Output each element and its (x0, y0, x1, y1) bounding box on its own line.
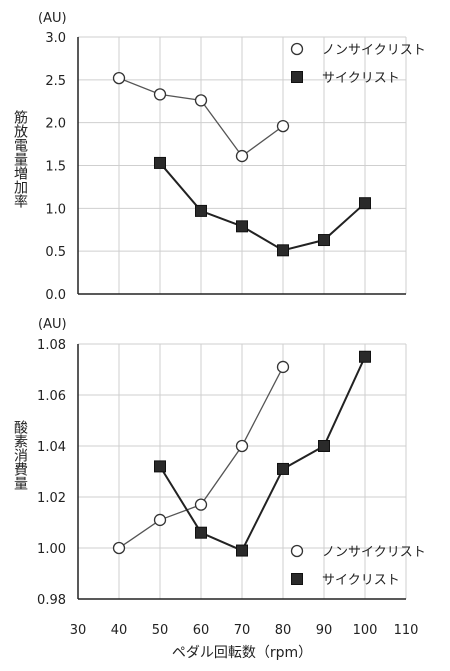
y-tick-label: 0.0 (45, 288, 66, 303)
data-point-cyclist (236, 544, 248, 557)
y-tick-label: 1.5 (45, 160, 66, 175)
data-point-noncyclist (276, 360, 290, 374)
data-point-noncyclist (112, 541, 126, 555)
data-point-noncyclist (153, 88, 167, 101)
x-tick-label: 50 (152, 623, 169, 638)
x-tick-label: 100 (353, 623, 378, 638)
x-tick-label: 70 (234, 623, 251, 638)
data-point-cyclist (236, 220, 248, 233)
legend-label: ノンサイクリスト (322, 545, 426, 560)
y-tick-label: 2.5 (45, 74, 66, 89)
legend-label: サイクリスト (322, 71, 400, 86)
y-tick-label: 1.00 (37, 542, 66, 557)
data-point-noncyclist (235, 149, 249, 163)
y-tick-label: 1.0 (45, 202, 66, 217)
y-tick-label: 3.0 (45, 31, 66, 46)
x-tick-label: 90 (316, 623, 333, 638)
data-point-cyclist (277, 244, 289, 257)
y-unit-bottom: (AU) (38, 317, 67, 332)
x-axis-label: ペダル回転数（rpm） (172, 645, 312, 661)
data-point-cyclist (195, 204, 207, 217)
y-axis-label-top: 筋放電量増加率 (12, 109, 28, 208)
data-point-cyclist (154, 156, 166, 169)
x-tick-label: 60 (193, 623, 210, 638)
data-point-cyclist (359, 350, 371, 363)
muscle-activation-chart: (AU) 筋放電量増加率 3.0 2.5 2.0 1.5 1.0 0.5 0.0 ノンサイク… (12, 11, 426, 303)
series-line (159, 356, 366, 552)
x-tick-label: 80 (275, 623, 292, 638)
y-tick-label: 2.0 (45, 117, 66, 132)
data-point-cyclist (359, 197, 371, 210)
legend-label: ノンサイクリスト (322, 43, 426, 58)
data-point-cyclist (154, 460, 166, 473)
y-tick-label: 1.02 (37, 491, 66, 506)
data-point-cyclist (318, 234, 330, 247)
y-axis-label-bottom: 酸素消費量 (12, 420, 28, 490)
y-unit-top: (AU) (38, 11, 67, 26)
legend-marker-noncyclist (290, 42, 304, 56)
data-point-cyclist (318, 440, 330, 452)
legend-marker-noncyclist (290, 544, 304, 558)
legend-marker-cyclist (291, 71, 303, 83)
data-point-cyclist (195, 526, 207, 539)
data-point-noncyclist (194, 94, 208, 107)
oxygen-consumption-chart: (AU) 酸素消費量 1.08 1.06 1.04 1.02 1.00 0.98 30 40… (12, 317, 426, 661)
y-tick-label: 1.08 (37, 338, 66, 353)
y-tick-label: 1.06 (37, 389, 66, 404)
y-tick-label: 0.5 (45, 245, 66, 260)
data-point-noncyclist (112, 71, 126, 85)
legend-label: サイクリスト (322, 573, 400, 588)
series-line (159, 162, 366, 252)
x-tick-label: 110 (394, 623, 419, 638)
y-tick-label: 1.04 (37, 440, 66, 455)
legend-marker-cyclist (291, 573, 303, 585)
data-point-noncyclist (235, 439, 249, 453)
data-point-cyclist (277, 462, 289, 475)
data-point-noncyclist (153, 513, 167, 527)
x-tick-label: 30 (70, 623, 87, 638)
data-point-noncyclist (276, 119, 290, 133)
data-point-noncyclist (194, 498, 208, 511)
y-tick-label: 0.98 (37, 593, 66, 608)
x-tick-label: 40 (111, 623, 128, 638)
